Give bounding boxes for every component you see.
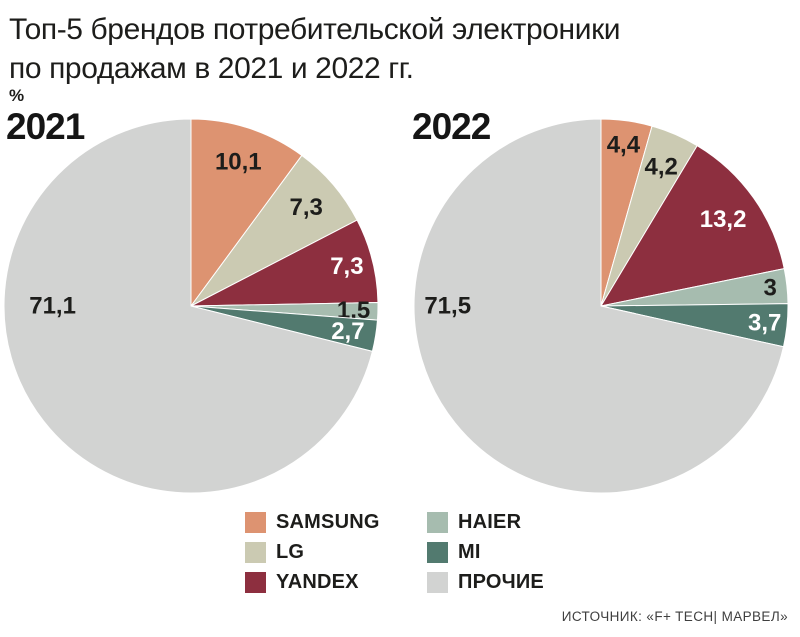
legend-item-yandex: YANDEX — [245, 571, 380, 593]
legend-label-prochie: ПРОЧИЕ — [458, 571, 544, 593]
legend-swatch-mi — [427, 542, 448, 563]
pie-slice-samsung-2021 — [190, 118, 303, 307]
legend-item-samsung: SAMSUNG — [245, 511, 380, 533]
pie-slice-прочие-2022 — [413, 118, 784, 494]
legend-item-haier: HAIER — [427, 511, 544, 533]
chart-title-line2: по продажам в 2021 и 2022 гг. — [9, 52, 414, 85]
pie-value-label-прочие-2022: 71,5 — [424, 293, 471, 320]
legend-item-lg: LG — [245, 541, 380, 563]
legend-swatch-yandex — [245, 572, 266, 593]
pie-value-label-lg-2021: 7,3 — [290, 194, 323, 221]
chart-title-line1: Топ-5 брендов потребительской электроник… — [9, 13, 621, 46]
legend-label-haier: HAIER — [458, 511, 522, 533]
pie-value-label-haier-2022: 3 — [764, 274, 777, 301]
pie-2022: 4,44,2 13,2 3 3,7 71,5 — [413, 118, 789, 494]
legend-item-prochie: ПРОЧИЕ — [427, 571, 544, 593]
pie-value-label-yandex-2021: 7,3 — [330, 253, 363, 280]
pie-value-label-samsung-2022: 4,4 — [607, 131, 641, 158]
pie-value-label-yandex-2022: 13,2 — [700, 206, 747, 233]
year-label-2022: 2022 — [412, 106, 491, 147]
legend-label-lg: LG — [276, 541, 305, 563]
pie-slice-прочие-2021 — [3, 118, 373, 494]
pie-value-label-samsung-2021: 10,1 — [215, 149, 262, 176]
legend-label-yandex: YANDEX — [276, 571, 359, 593]
pie-value-label-прочие-2021: 71,1 — [29, 293, 76, 320]
year-label-2021: 2021 — [6, 106, 85, 147]
source-note: ИСТОЧНИК: «F+ TECH| МАРВЕЛ» — [561, 609, 788, 624]
pie-charts: 10,17,37,31,52,771,1 4,44,213,233,771,5 — [3, 118, 789, 494]
chart-title: Топ-5 брендов потребительской электроник… — [9, 10, 621, 88]
legend-column-left: SAMSUNG LG YANDEX — [245, 511, 380, 593]
legend-swatch-samsung — [245, 512, 266, 533]
pie-slice-yandex-2022 — [600, 145, 785, 307]
pie-value-label-mi-2022: 3,7 — [748, 310, 781, 337]
legend-swatch-lg — [245, 542, 266, 563]
legend-label-samsung: SAMSUNG — [276, 511, 380, 533]
pie-value-label-lg-2022: 4,2 — [645, 154, 678, 181]
legend-swatch-prochie — [427, 572, 448, 593]
legend-column-right: HAIER MI ПРОЧИЕ — [427, 511, 544, 593]
pie-value-label-mi-2021: 2,7 — [331, 318, 364, 345]
pie-2021: 10,17,37,31,52,771,1 — [3, 118, 379, 494]
unit-label: % — [9, 86, 25, 105]
legend-label-mi: MI — [458, 541, 481, 563]
legend-item-mi: MI — [427, 541, 544, 563]
legend-swatch-haier — [427, 512, 448, 533]
